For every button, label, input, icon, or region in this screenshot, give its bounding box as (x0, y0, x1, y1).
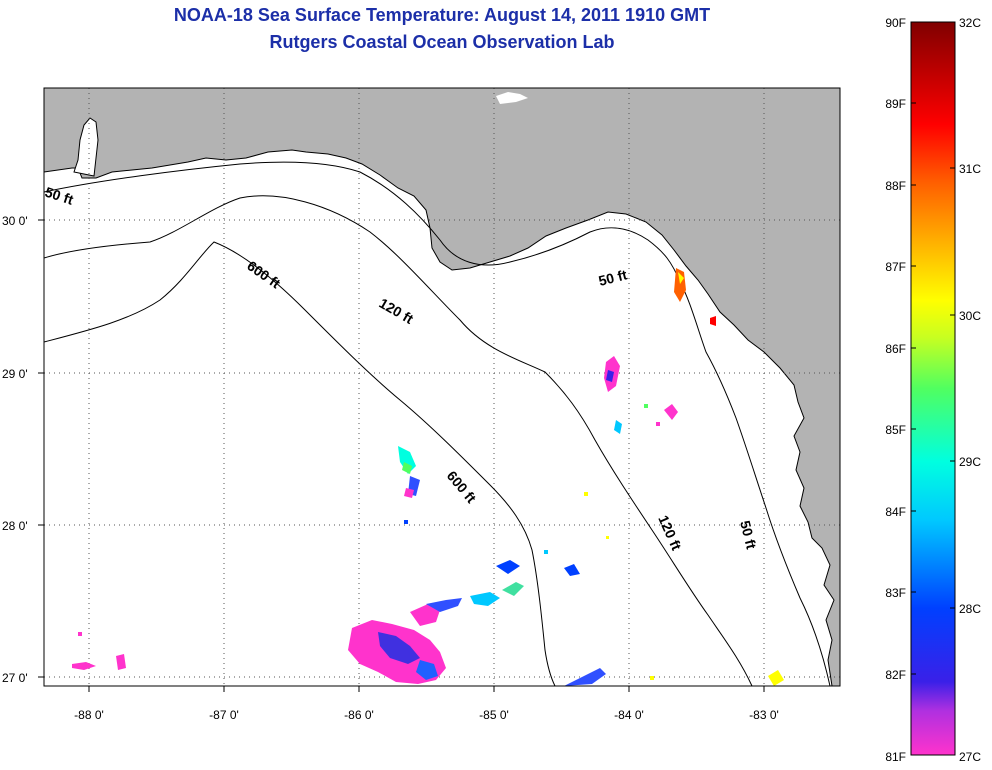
colorbar-f-label: 90F (885, 16, 906, 30)
colorbar-f-label: 86F (885, 342, 906, 356)
lat-tick-label: 30 0' (2, 214, 28, 228)
colorbar-c-label: 27C (959, 750, 981, 764)
lon-tick-label: -85 0' (479, 708, 509, 722)
colorbar-c-label: 30C (959, 309, 981, 323)
contour-600ft (44, 241, 556, 686)
colorbar-f-label: 81F (885, 750, 906, 764)
contour-50ft (44, 161, 831, 686)
sst-patches (72, 268, 784, 686)
lat-tick-label: 27 0' (2, 671, 28, 685)
lon-tick-label: -86 0' (344, 708, 374, 722)
colorbar-f-label: 82F (885, 668, 906, 682)
colorbar-c-label: 29C (959, 455, 981, 469)
lon-tick-label: -84 0' (614, 708, 644, 722)
colorbar-c-label: 28C (959, 602, 981, 616)
axis-ticks (38, 219, 765, 692)
contour-120ft (44, 195, 753, 686)
colorbar-f-label: 87F (885, 260, 906, 274)
lon-tick-label: -88 0' (74, 708, 104, 722)
colorbar-f-label: 85F (885, 423, 906, 437)
colorbar-f-label: 83F (885, 586, 906, 600)
land-mass (44, 88, 840, 686)
plot-frame (43, 87, 841, 687)
contour-label-50ft-east: 50 ft (597, 266, 629, 289)
map-title: NOAA-18 Sea Surface Temperature: August … (173, 5, 711, 25)
map-subtitle: Rutgers Coastal Ocean Observation Lab (269, 32, 615, 52)
lon-tick-label: -83 0' (749, 708, 779, 722)
colorbar-f-label: 84F (885, 505, 906, 519)
contour-label-50ft-south: 50 ft (737, 519, 760, 551)
colorbar-ticks (911, 102, 955, 675)
colorbar (910, 21, 956, 756)
colorbar-f-label: 88F (885, 179, 906, 193)
lake (496, 92, 528, 104)
colorbar-c-label: 32C (959, 16, 981, 30)
lat-tick-label: 29 0' (2, 367, 28, 381)
mobile-bay (73, 117, 99, 177)
lat-tick-label: 28 0' (2, 519, 28, 533)
lon-tick-label: -87 0' (209, 708, 239, 722)
colorbar-f-label: 89F (885, 97, 906, 111)
colorbar-c-label: 31C (959, 162, 981, 176)
